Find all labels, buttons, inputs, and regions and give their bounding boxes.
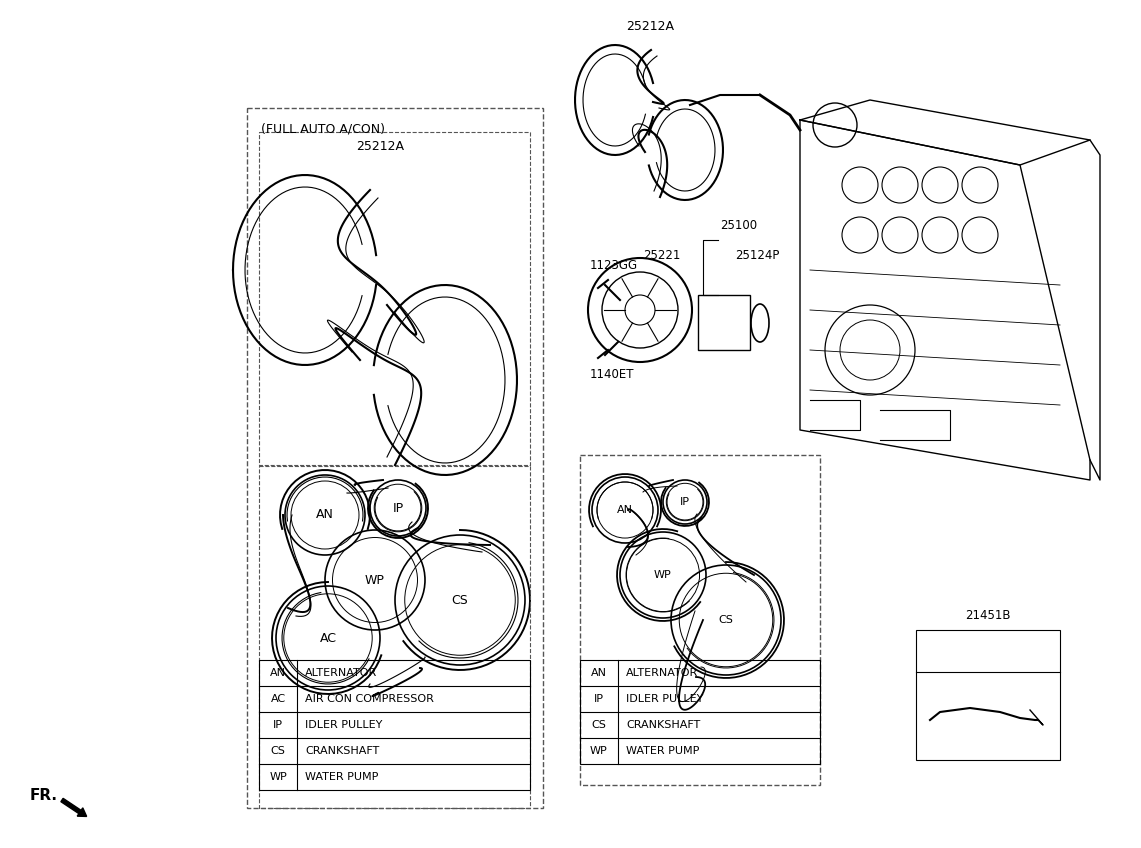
Text: AN: AN (617, 505, 633, 515)
Text: CS: CS (591, 720, 606, 730)
Text: AN: AN (270, 668, 286, 678)
Text: 25124P: 25124P (735, 249, 779, 262)
Text: CRANKSHAFT: CRANKSHAFT (626, 720, 701, 730)
Text: 21451B: 21451B (965, 609, 1011, 622)
Text: IDLER PULLEY: IDLER PULLEY (626, 694, 703, 704)
Text: IP: IP (594, 694, 604, 704)
Text: 25221: 25221 (644, 249, 680, 262)
Text: CS: CS (452, 594, 468, 606)
Text: AC: AC (319, 632, 337, 644)
Text: CS: CS (270, 746, 285, 756)
Bar (246, 108, 543, 808)
Text: 25212A: 25212A (356, 140, 404, 153)
Text: WATER PUMP: WATER PUMP (305, 772, 379, 782)
Text: 1140ET: 1140ET (590, 368, 634, 381)
Text: IP: IP (393, 501, 404, 515)
Text: WP: WP (654, 570, 672, 580)
Text: (FULL AUTO A/CON): (FULL AUTO A/CON) (261, 122, 385, 135)
Text: IDLER PULLEY: IDLER PULLEY (305, 720, 382, 730)
Text: 25100: 25100 (720, 219, 758, 232)
Text: AN: AN (316, 509, 334, 522)
Text: 1123GG: 1123GG (590, 259, 638, 272)
Bar (580, 660, 820, 764)
Text: WATER PUMP: WATER PUMP (626, 746, 699, 756)
Text: WP: WP (269, 772, 286, 782)
Bar (698, 295, 750, 350)
Text: AIR CON COMPRESSOR: AIR CON COMPRESSOR (305, 694, 434, 704)
Bar (259, 660, 531, 790)
Text: AN: AN (591, 668, 607, 678)
Text: FR.: FR. (30, 788, 58, 802)
Text: ALTERNATOR: ALTERNATOR (626, 668, 698, 678)
Text: CS: CS (719, 615, 734, 625)
Text: IP: IP (273, 720, 283, 730)
Text: WP: WP (365, 573, 385, 587)
Text: WP: WP (590, 746, 608, 756)
Bar (259, 132, 531, 465)
Text: CRANKSHAFT: CRANKSHAFT (305, 746, 379, 756)
Text: 25212A: 25212A (626, 20, 674, 33)
Text: AC: AC (270, 694, 285, 704)
Bar (580, 455, 820, 785)
Text: IP: IP (680, 497, 690, 507)
Bar (916, 630, 1060, 760)
FancyArrow shape (60, 798, 87, 817)
Bar (259, 466, 531, 808)
Text: ALTERNATOR: ALTERNATOR (305, 668, 378, 678)
